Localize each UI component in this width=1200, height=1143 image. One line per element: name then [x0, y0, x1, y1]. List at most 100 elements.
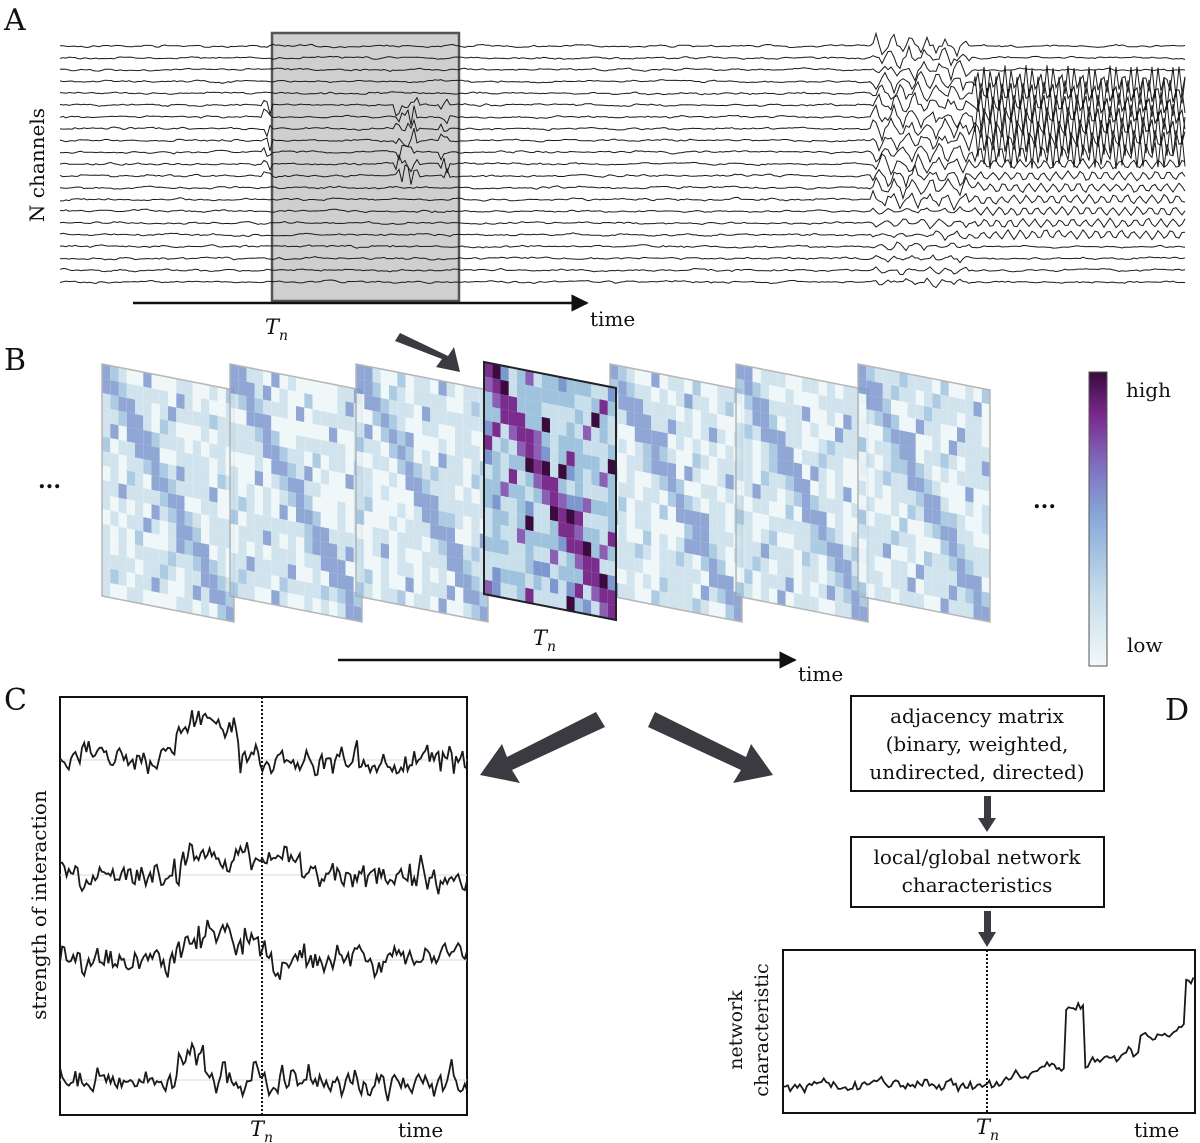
- matrix-cell: [238, 525, 247, 542]
- matrix-cell: [626, 497, 635, 514]
- matrix-cell: [882, 499, 891, 516]
- adjacency-matrix-line-2: (binary, weighted,: [886, 732, 1069, 756]
- matrix-cell: [599, 384, 608, 401]
- matrix-cell: [176, 596, 185, 613]
- matrix-cell: [263, 428, 272, 445]
- matrix-cell: [802, 391, 811, 408]
- matrix-cell: [626, 570, 635, 587]
- matrix-cell: [238, 568, 247, 585]
- matrix-cell: [899, 589, 908, 606]
- matrix-cell: [709, 586, 718, 603]
- matrix-cell: [329, 543, 338, 560]
- matrix-cell: [329, 412, 338, 429]
- matrix-cell: [932, 465, 941, 482]
- matrix-cell: [558, 420, 567, 437]
- matrix-cell: [337, 559, 346, 576]
- matrix-cell: [380, 528, 389, 545]
- matrix-cell: [891, 399, 900, 416]
- matrix-cell: [287, 447, 296, 464]
- matrix-cell: [835, 427, 844, 444]
- matrix-cell: [835, 557, 844, 574]
- matrix-cell: [356, 364, 365, 381]
- matrix-cell: [201, 485, 210, 502]
- matrix-cell: [835, 586, 844, 603]
- matrix-cell: [676, 580, 685, 597]
- matrix-cell: [858, 422, 867, 439]
- matrix-cell: [201, 528, 210, 545]
- matrix-cell: [882, 513, 891, 530]
- matrix-cell: [484, 449, 493, 466]
- matrix-cell: [907, 533, 916, 550]
- matrix-cell: [508, 453, 517, 470]
- matrix-cell: [643, 573, 652, 590]
- matrix-cell: [802, 507, 811, 524]
- matrix-cell: [217, 531, 226, 548]
- matrix-cell: [651, 517, 660, 534]
- matrix-cell: [508, 511, 517, 528]
- matrix-cell: [279, 388, 288, 405]
- matrix-cell: [736, 451, 745, 468]
- matrix-cell: [717, 515, 726, 532]
- matrix-cell: [634, 455, 643, 472]
- matrix-cell: [287, 375, 296, 392]
- matrix-cell: [932, 581, 941, 598]
- matrix-cell: [356, 509, 365, 526]
- matrix-cell: [692, 568, 701, 585]
- matrix-cell: [676, 493, 685, 510]
- matrix-cell: [304, 596, 313, 613]
- matrix-cell: [413, 534, 422, 551]
- matrix-cell: [271, 459, 280, 476]
- matrix-cell: [209, 399, 218, 416]
- matrix-cell: [471, 488, 480, 505]
- matrix-cell: [700, 468, 709, 485]
- matrix-cell: [430, 436, 439, 453]
- matrix-cell: [940, 452, 949, 469]
- matrix-cell: [866, 583, 875, 600]
- matrix-cell: [700, 497, 709, 514]
- eeg-channel-trace: [59, 88, 1186, 122]
- matrix-cell: [777, 575, 786, 592]
- matrix-cell: [192, 483, 201, 500]
- matrix-cell: [541, 532, 550, 549]
- matrix-cell: [533, 371, 542, 388]
- matrix-cell: [659, 417, 668, 434]
- matrix-cell: [818, 583, 827, 600]
- matrix-cell: [709, 499, 718, 516]
- matrix-cell: [733, 605, 742, 622]
- matrix-cell: [413, 549, 422, 566]
- matrix-cell: [254, 557, 263, 574]
- matrix-cell: [143, 575, 152, 592]
- matrix-cell: [135, 501, 144, 518]
- matrix-cell: [574, 394, 583, 411]
- matrix-cell: [254, 397, 263, 414]
- matrix-cell: [517, 441, 526, 458]
- matrix-cell: [692, 583, 701, 600]
- matrix-cell: [151, 591, 160, 608]
- matrix-cell: [541, 518, 550, 535]
- matrix-cell: [517, 542, 526, 559]
- matrix-cell: [492, 494, 501, 511]
- matrix-cell: [463, 588, 472, 605]
- matrix-cell: [413, 433, 422, 450]
- matrix-cell: [843, 588, 852, 605]
- matrix-cell: [533, 458, 542, 475]
- matrix-cell: [389, 559, 398, 576]
- matrix-cell: [304, 523, 313, 540]
- eeg-channel-trace: [59, 123, 1186, 157]
- matrix-cell: [508, 569, 517, 586]
- matrix-cell: [634, 586, 643, 603]
- matrix-cell: [217, 401, 226, 418]
- matrix-cell: [932, 480, 941, 497]
- matrix-cell: [533, 444, 542, 461]
- matrix-cell: [940, 525, 949, 542]
- matrix-cell: [684, 480, 693, 497]
- network-characteristics-line-2: characteristics: [902, 873, 1053, 897]
- matrix-cell: [380, 383, 389, 400]
- matrix-cell: [201, 514, 210, 531]
- matrix-cell: [866, 452, 875, 469]
- matrix-cell: [201, 543, 210, 560]
- matrix-cell: [304, 407, 313, 424]
- matrix-cell: [254, 571, 263, 588]
- matrix-cell: [380, 426, 389, 443]
- matrix-cell: [209, 472, 218, 489]
